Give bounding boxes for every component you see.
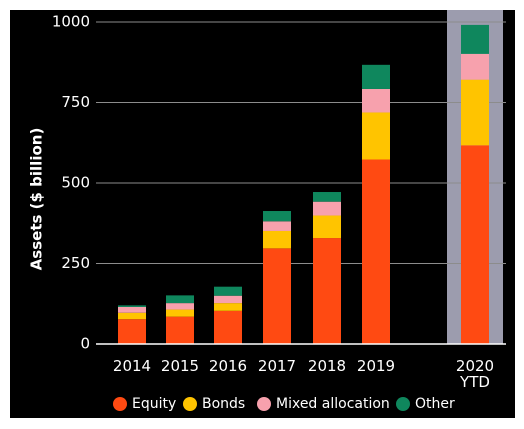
bar-2016-equity [214,310,242,344]
bar-2016-other [214,286,242,296]
bar-2017-mixed-allocation [263,221,291,231]
bar-2020-ytd-equity [461,145,489,344]
bar-2018-bonds [313,215,341,239]
bar-2014-equity [118,319,146,344]
legend-label-mixed-allocation: Mixed allocation [276,396,390,412]
bar-2016-mixed-allocation [214,295,242,304]
bar-2015-other [166,295,194,304]
bar-2015-bonds [166,309,194,317]
bar-2018-other [313,192,341,202]
bar-2015-equity [166,316,194,344]
legend-label-other: Other [415,396,455,412]
x-tick-label-2020-ytd: 2020 YTD [456,357,494,391]
y-tick-label-1000: 1000 [52,13,90,31]
bars [118,24,489,344]
legend-marker-bonds [183,397,197,411]
legend-label-bonds: Bonds [202,396,245,412]
chart-frame: 0 250 500 750 1000 2014 2015 2016 2017 2018 2019 20… [10,10,515,418]
legend: Equity Bonds Mixed allocation Other [113,396,455,412]
x-tick-label-2016: 2016 [209,357,247,375]
bar-2019-equity [362,159,390,344]
bar-2019-bonds [362,112,390,160]
bar-2020-ytd-bonds [461,79,489,146]
legend-marker-mixed-allocation [257,397,271,411]
bar-2019-other [362,64,390,89]
y-tick-label-500: 500 [61,174,90,192]
x-tick-label-2018: 2018 [308,357,346,375]
bar-2014-mixed-allocation [118,306,146,313]
legend-label-equity: Equity [132,396,176,412]
bar-2019-mixed-allocation [362,88,390,113]
x-tick-label-2015: 2015 [161,357,199,375]
y-axis-label: Assets ($ billion) [28,128,46,271]
y-tick-label-250: 250 [61,254,90,272]
bar-2014-other [118,305,146,307]
bar-2018-mixed-allocation [313,201,341,216]
bar-2017-bonds [263,230,291,249]
bar-2020-ytd-mixed-allocation [461,53,489,80]
bar-2018-equity [313,238,341,344]
axes: 0 250 500 750 1000 2014 2015 2016 2017 2018 2019 20… [52,13,506,391]
x-tick-label-2014: 2014 [113,357,151,375]
bar-2017-other [263,211,291,222]
assets-stacked-bar-chart: 0 250 500 750 1000 2014 2015 2016 2017 2018 2019 20… [28,10,506,412]
bar-2015-mixed-allocation [166,303,194,310]
x-tick-label-2017: 2017 [258,357,296,375]
bar-2017-equity [263,248,291,344]
gridlines [96,21,506,264]
y-tick-label-0: 0 [80,335,90,353]
bar-2016-bonds [214,303,242,311]
legend-marker-other [396,397,410,411]
y-tick-label-750: 750 [61,93,90,111]
bar-2020-ytd-other [461,24,489,54]
legend-marker-equity [113,397,127,411]
x-tick-label-2019: 2019 [357,357,395,375]
bar-2014-bonds [118,312,146,320]
